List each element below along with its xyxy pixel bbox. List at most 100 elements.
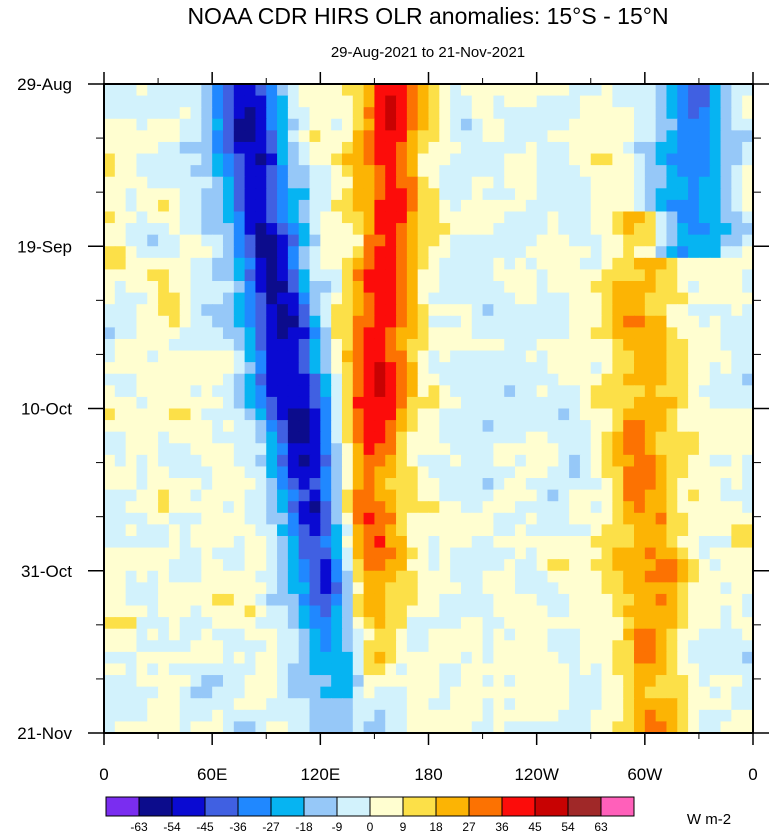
heatmap-cell [125, 570, 138, 583]
heatmap-cell [547, 211, 559, 224]
heatmap-cell [396, 512, 408, 525]
heatmap-cell [374, 570, 386, 583]
heatmap-cell [742, 315, 754, 328]
heatmap-cell [644, 663, 657, 676]
heatmap-cell [579, 84, 592, 97]
heatmap-cell [655, 640, 668, 653]
heatmap-cell [655, 547, 668, 560]
heatmap-cell [179, 211, 192, 224]
heatmap-cell [515, 315, 527, 328]
heatmap-cell [439, 281, 451, 294]
heatmap-cell [677, 292, 689, 305]
heatmap-cell [114, 188, 127, 201]
heatmap-cell [558, 281, 570, 294]
heatmap-cell [136, 107, 148, 120]
heatmap-cell [698, 130, 711, 143]
heatmap-cell [493, 95, 505, 108]
heatmap-cell [406, 234, 419, 247]
heatmap-cell [363, 84, 376, 97]
heatmap-cell [320, 118, 332, 131]
heatmap-cell [644, 535, 657, 549]
heatmap-cell [320, 663, 332, 676]
heatmap-cell [460, 327, 473, 340]
heatmap-cell [385, 141, 397, 155]
heatmap-cell [450, 176, 462, 189]
heatmap-cell [320, 420, 332, 433]
heatmap-cell [244, 246, 257, 259]
heatmap-cell [558, 524, 570, 537]
heatmap-cell [612, 709, 624, 723]
heatmap-cell [222, 501, 235, 514]
heatmap-cell [417, 582, 430, 595]
heatmap-cell [374, 257, 386, 271]
heatmap-cell [439, 153, 451, 166]
heatmap-cell [136, 617, 148, 630]
heatmap-cell [363, 141, 376, 155]
heatmap-cell [320, 408, 332, 421]
heatmap-cell [525, 559, 538, 572]
heatmap-cell [698, 281, 711, 294]
heatmap-cell [341, 107, 354, 120]
heatmap-cell [158, 188, 170, 201]
heatmap-cell [125, 454, 138, 468]
heatmap-cell [147, 130, 159, 143]
heatmap-cell [374, 281, 386, 294]
heatmap-cell [644, 559, 657, 572]
heatmap-cell [222, 709, 235, 723]
heatmap-cell [612, 95, 624, 108]
heatmap-cell [601, 373, 613, 386]
heatmap-cell [114, 327, 127, 340]
heatmap-cell [341, 582, 354, 595]
heatmap-cell [287, 454, 300, 468]
heatmap-cell [525, 478, 538, 491]
heatmap-cell [125, 292, 138, 305]
heatmap-cell [125, 176, 138, 189]
heatmap-cell [114, 512, 127, 525]
heatmap-cell [688, 605, 700, 618]
heatmap-cell [179, 535, 192, 549]
heatmap-cell [222, 675, 235, 688]
heatmap-cell [655, 107, 668, 120]
heatmap-cell [515, 443, 527, 456]
heatmap-cell [341, 593, 354, 607]
heatmap-cell [136, 315, 148, 328]
heatmap-cell [623, 524, 635, 537]
heatmap-cell [666, 605, 678, 618]
heatmap-cell [579, 408, 592, 421]
heatmap-cell [590, 443, 603, 456]
heatmap-cell [396, 489, 408, 502]
heatmap-cell [125, 385, 138, 398]
heatmap-cell [536, 454, 549, 468]
heatmap-cell [515, 547, 527, 560]
heatmap-cell [147, 246, 159, 259]
heatmap-cell [331, 605, 343, 618]
heatmap-cell [168, 199, 181, 213]
heatmap-cell [471, 675, 484, 688]
heatmap-cell [158, 385, 170, 398]
heatmap-cell [222, 95, 235, 108]
heatmap-cell [677, 535, 689, 549]
heatmap-cell [644, 721, 657, 734]
heatmap-cell [720, 651, 732, 665]
heatmap-cell [720, 141, 732, 155]
heatmap-cell [623, 721, 635, 734]
heatmap-cell [114, 420, 127, 433]
heatmap-cell [536, 327, 549, 340]
heatmap-cell [277, 176, 289, 189]
heatmap-cell [374, 130, 386, 143]
heatmap-cell [590, 489, 603, 502]
heatmap-cell [742, 709, 754, 723]
heatmap-cell [168, 338, 181, 352]
heatmap-cell [634, 570, 646, 583]
heatmap-cell [201, 165, 213, 178]
heatmap-cell [255, 141, 267, 155]
heatmap-cell [525, 501, 538, 514]
heatmap-cell [525, 153, 538, 166]
heatmap-cell [634, 408, 646, 421]
heatmap-cell [406, 709, 419, 723]
heatmap-cell [298, 246, 311, 259]
heatmap-cell [341, 130, 354, 143]
heatmap-cell [363, 130, 376, 143]
heatmap-cell [525, 281, 538, 294]
heatmap-cell [190, 709, 202, 723]
